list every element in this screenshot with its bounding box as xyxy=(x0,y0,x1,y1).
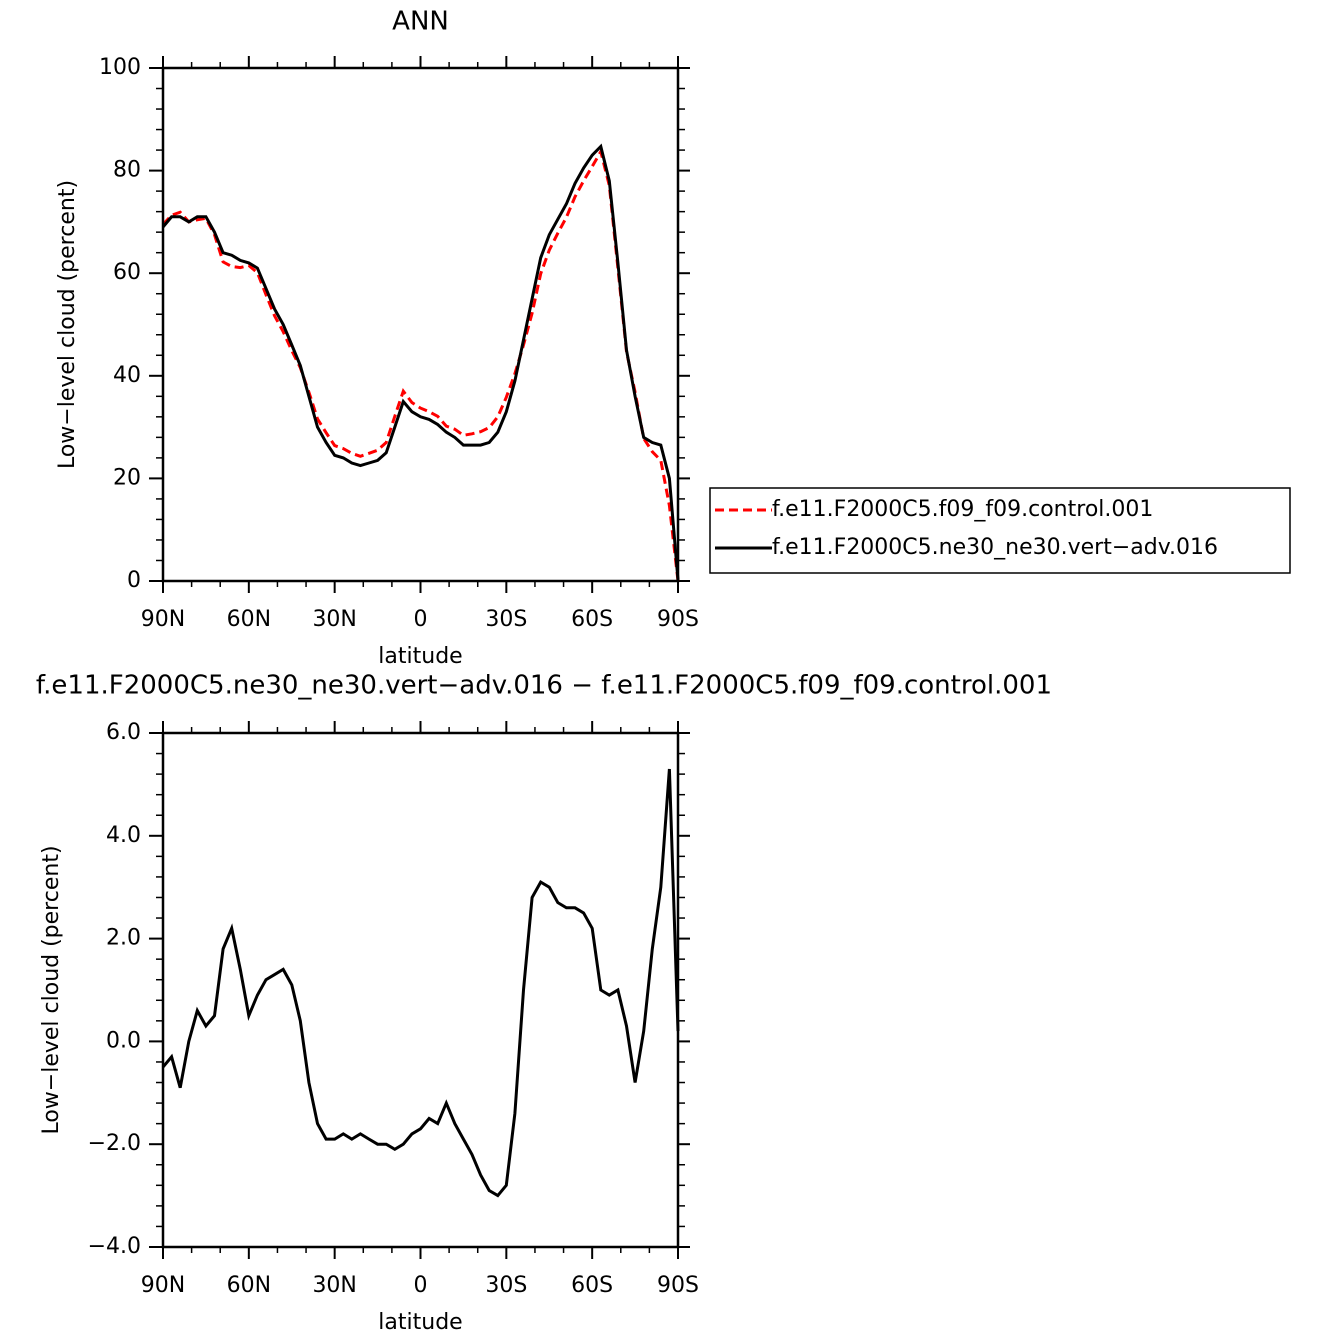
x-tick-label: 60S xyxy=(571,607,613,632)
x-tick-label: 60N xyxy=(227,607,271,632)
y-tick-label: −2.0 xyxy=(88,1131,141,1156)
y-tick-label: −4.0 xyxy=(88,1234,141,1259)
y-tick-label: 6.0 xyxy=(106,720,141,745)
y-tick-label: 2.0 xyxy=(106,926,141,951)
legend-box xyxy=(709,487,1291,574)
y-axis-label: Low−level cloud (percent) xyxy=(39,845,64,1134)
y-tick-label: 80 xyxy=(113,158,141,183)
y-tick-label: 40 xyxy=(113,363,141,388)
y-tick-label: 0.0 xyxy=(106,1028,141,1053)
x-axis-label: latitude xyxy=(378,644,462,669)
x-tick-label: 30N xyxy=(312,607,356,632)
x-tick-label: 90S xyxy=(657,607,699,632)
chart-title: f.e11.F2000C5.ne30_ne30.vert−adv.016 − f… xyxy=(36,671,1052,701)
data-line xyxy=(161,143,680,581)
x-tick-label: 30S xyxy=(485,1273,527,1298)
y-tick-label: 60 xyxy=(113,260,141,285)
x-tick-label: 90N xyxy=(141,1273,185,1298)
x-tick-label: 60N xyxy=(227,1273,271,1298)
plot-frame xyxy=(161,66,680,583)
plot-frame xyxy=(161,731,680,1249)
x-axis-label: latitude xyxy=(378,1310,462,1335)
y-tick-label: 0 xyxy=(127,568,141,593)
x-tick-label: 0 xyxy=(414,607,428,632)
data-line xyxy=(161,147,680,582)
data-line xyxy=(161,768,680,1198)
legend-label: f.e11.F2000C5.f09_f09.control.001 xyxy=(772,497,1153,522)
y-tick-label: 20 xyxy=(113,465,141,490)
x-tick-label: 90S xyxy=(657,1273,699,1298)
x-tick-label: 30S xyxy=(485,607,527,632)
y-axis-label: Low−level cloud (percent) xyxy=(55,180,80,469)
x-tick-label: 60S xyxy=(571,1273,613,1298)
chart-title: ANN xyxy=(392,7,449,37)
x-tick-label: 0 xyxy=(414,1273,428,1298)
x-tick-label: 90N xyxy=(141,607,185,632)
legend-label: f.e11.F2000C5.ne30_ne30.vert−adv.016 xyxy=(772,535,1218,560)
y-tick-label: 100 xyxy=(99,55,141,80)
x-tick-label: 30N xyxy=(312,1273,356,1298)
y-tick-label: 4.0 xyxy=(106,823,141,848)
